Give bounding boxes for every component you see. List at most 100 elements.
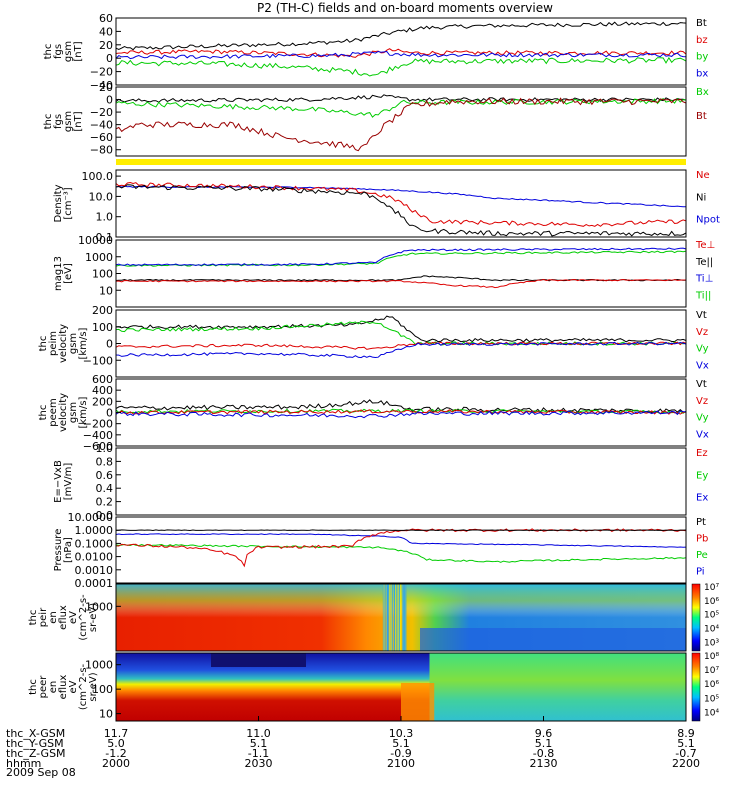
series-group — [115, 94, 687, 152]
legend-entry: Te⊥ — [695, 240, 715, 251]
spectrogram-streak — [403, 584, 405, 651]
y-tick-label: 20 — [99, 81, 113, 94]
y-tick-label: −60 — [90, 131, 113, 144]
y-axis-label-line: [nPa] — [63, 537, 74, 563]
y-tick-label: 400 — [92, 384, 113, 397]
y-axis-label-line: fgs — [53, 44, 64, 59]
spectrogram-streak — [385, 584, 387, 651]
y-tick-label: 1.0000 — [75, 524, 114, 537]
legend-entry: Vt — [696, 310, 707, 321]
spectrogram-streak — [387, 584, 389, 651]
spectrogram-streak — [403, 584, 405, 651]
y-axis-label-line: fgs — [53, 114, 64, 129]
y-axis-label-line: (cm^2-s- — [78, 663, 89, 710]
spectrogram-streak — [387, 584, 389, 651]
series-line-By — [115, 97, 687, 152]
panel-peer-en-eflux: 1000 100 10 thc peer en eflux eV (cm^2-s-sr-eV) 1… — [28, 652, 719, 722]
y-tick-label: 1000 — [85, 659, 113, 672]
y-tick-label: 0 — [106, 338, 113, 351]
spectrogram-streak — [393, 584, 395, 651]
spectrogram-streak — [396, 584, 398, 651]
status-bar — [116, 159, 686, 165]
x-tick-label: 5.0 — [107, 737, 125, 750]
legend-entry: Vy — [696, 413, 709, 424]
legend-entry: Vx — [696, 360, 709, 371]
y-tick-label: 40 — [99, 25, 113, 38]
y-axis-label-line: gsm — [68, 402, 79, 423]
x-tick-label: 8.9 — [677, 727, 695, 740]
legend-entry: Pi — [696, 567, 705, 578]
y-tick-label: 1000 — [85, 600, 113, 613]
panel-frame — [115, 447, 687, 516]
colorbar-tick-label: 10⁶ — [704, 680, 719, 690]
legend-entry: Vy — [696, 344, 709, 355]
x-axis-row-name: thc_Y-GSM — [6, 737, 64, 750]
series-line-Npot — [115, 185, 687, 208]
y-axis-label-line: gsm — [63, 41, 74, 62]
x-tick-label: 11.0 — [246, 727, 271, 740]
colorbar — [691, 583, 701, 652]
y-tick-label: 20 — [99, 39, 113, 52]
spectrogram-streak — [384, 584, 386, 651]
y-tick-label: −40 — [90, 119, 113, 132]
colorbar — [691, 652, 701, 722]
y-tick-label: 10 — [99, 284, 113, 297]
legend-entry: Ne — [696, 170, 710, 181]
y-tick-label: −40 — [90, 79, 113, 92]
panel-frame — [115, 583, 687, 652]
y-axis-label-line: velocity — [58, 324, 69, 363]
series-line-by — [115, 56, 687, 77]
colorbar-tick-label: 10³ — [704, 638, 719, 648]
spectrogram-streak — [400, 584, 402, 651]
spectrogram-streak — [401, 584, 403, 651]
spectrogram-streak — [405, 584, 407, 651]
y-axis-label-line: mag13 — [53, 256, 64, 291]
series-line-Pt — [115, 529, 687, 532]
y-tick-label: 0 — [106, 407, 113, 420]
y-tick-label: 1000 — [85, 251, 113, 264]
panel-frame — [115, 86, 687, 157]
panel-temperature: 10000 1000 100 10 mag13 [eV] Te⊥ Te|| Ti⊥ Ti|| — [53, 234, 715, 308]
legend-entry: Ez — [696, 448, 708, 459]
legend-entry: Npot — [696, 215, 720, 226]
y-axis-label-line: eflux — [58, 675, 69, 700]
y-tick-label: 10000 — [78, 234, 113, 247]
legend-entry: Vz — [696, 327, 708, 338]
y-axis-label-line: [km/s] — [78, 396, 89, 428]
y-axis-label-line: [nT] — [73, 111, 84, 131]
x-tick-label: 10.3 — [389, 727, 414, 740]
y-tick-label: −80 — [90, 144, 113, 157]
legend-entry: Ex — [696, 493, 708, 504]
y-tick-label: 200 — [92, 395, 113, 408]
colorbar-tick-label: 10⁴ — [704, 708, 719, 718]
y-tick-label: 0.0010 — [75, 564, 114, 577]
series-line-Vx — [115, 410, 687, 419]
y-axis-label-line: eV — [68, 611, 79, 624]
legend-entry: Bt — [696, 18, 707, 29]
legend-entry: Bx — [696, 87, 709, 98]
y-tick-label: 10 — [99, 708, 113, 721]
x-axis-row-name: thc_X-GSM — [6, 727, 65, 740]
spectrogram-low-band — [420, 628, 686, 651]
colorbar-tick-label: 10⁵ — [704, 611, 719, 621]
y-axis-label-line: gsm — [63, 111, 74, 132]
x-tick-label: 2000 — [102, 757, 130, 770]
series-line-Ni — [115, 184, 687, 237]
y-axis-label-line: [cm⁻³] — [63, 187, 74, 219]
y-axis-label-line: thc — [43, 114, 54, 130]
spectrogram-streak — [389, 584, 391, 651]
series-line-bx — [115, 50, 687, 60]
y-tick-label: 0.0100 — [75, 551, 114, 564]
y-tick-label: 200 — [92, 304, 113, 317]
series-line-Ti⊥ — [115, 247, 687, 266]
series-line-Te⊥ — [115, 278, 686, 289]
y-tick-label: 0.4 — [96, 482, 114, 495]
series-group — [115, 181, 687, 237]
y-tick-label: 0 — [106, 52, 113, 65]
y-axis-label-line: thc — [28, 679, 39, 695]
